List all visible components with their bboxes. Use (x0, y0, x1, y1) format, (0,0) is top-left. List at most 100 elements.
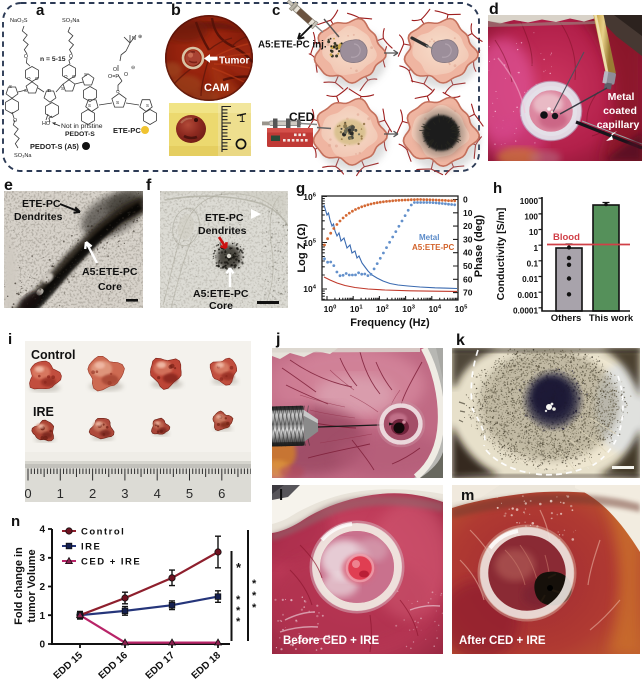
svg-text:O: O (64, 74, 68, 79)
svg-text:3: 3 (121, 486, 128, 501)
svg-text:d: d (489, 1, 499, 18)
svg-text:O: O (72, 74, 76, 79)
svg-text:O: O (35, 76, 39, 81)
svg-text:ETE-PC: ETE-PC (22, 198, 61, 210)
svg-text:S: S (47, 88, 50, 93)
svg-text:Dendrites: Dendrites (198, 225, 247, 237)
svg-text:k: k (456, 332, 465, 349)
svg-text:capillary: capillary (597, 119, 640, 131)
svg-text:A5:ETE-PC: A5:ETE-PC (412, 243, 454, 252)
svg-text:Phase (deg): Phase (deg) (473, 214, 485, 277)
svg-text:c: c (272, 2, 280, 19)
svg-text:103: 103 (402, 304, 415, 314)
svg-text:Control: Control (31, 348, 75, 362)
svg-text:O: O (113, 67, 117, 73)
svg-text:ETE-PC: ETE-PC (205, 212, 244, 224)
svg-text:0.01: 0.01 (522, 275, 538, 284)
svg-text:60: 60 (463, 274, 473, 284)
svg-text:ETE-PC: ETE-PC (113, 126, 141, 135)
svg-text:0.001: 0.001 (518, 291, 539, 300)
svg-text:SO₃Na: SO₃Na (14, 153, 32, 159)
svg-text:O: O (69, 54, 73, 60)
svg-text:0: 0 (24, 486, 31, 501)
svg-text:i: i (8, 331, 12, 348)
svg-text:Conductivity [S/m]: Conductivity [S/m] (495, 208, 507, 301)
svg-text:O: O (124, 72, 128, 78)
svg-text:PEDOT-S: PEDOT-S (65, 131, 95, 138)
svg-text:CAM: CAM (204, 82, 229, 94)
svg-text:O=P: O=P (108, 74, 119, 80)
svg-text:g: g (296, 180, 305, 197)
svg-text:PEDOT-S (A5): PEDOT-S (A5) (30, 142, 79, 151)
svg-text:coated: coated (603, 105, 637, 117)
svg-text:0.0001: 0.0001 (513, 306, 538, 315)
svg-text:j: j (275, 331, 280, 348)
svg-text:n = 5-15: n = 5-15 (40, 56, 66, 63)
svg-text:10: 10 (529, 228, 539, 237)
svg-text:f: f (146, 177, 152, 194)
svg-text:Core: Core (98, 281, 122, 293)
svg-text:105: 105 (455, 304, 468, 314)
svg-text:N: N (132, 36, 136, 42)
svg-text:100: 100 (524, 213, 538, 222)
svg-text:6: 6 (218, 486, 225, 501)
svg-text:50: 50 (463, 261, 473, 271)
svg-text:h: h (493, 180, 502, 197)
svg-text:Metal: Metal (608, 91, 635, 103)
svg-text:30: 30 (463, 234, 473, 244)
svg-text:106: 106 (303, 192, 316, 202)
svg-text:1000: 1000 (520, 197, 539, 206)
svg-text:HO: HO (42, 121, 50, 127)
svg-text:Log Z (Ω): Log Z (Ω) (296, 223, 308, 272)
svg-text:Metal: Metal (419, 233, 439, 242)
svg-text:⊖: ⊖ (131, 65, 135, 71)
svg-text:e: e (4, 177, 13, 194)
svg-text:Others: Others (551, 313, 582, 324)
svg-text:A5:ETE-PC: A5:ETE-PC (82, 266, 138, 278)
svg-text:Tumor: Tumor (219, 56, 249, 67)
svg-text:102: 102 (376, 304, 389, 314)
svg-text:1: 1 (533, 244, 538, 253)
svg-text:10: 10 (463, 208, 473, 218)
svg-text:SO₃Na: SO₃Na (62, 18, 80, 24)
svg-text:S: S (61, 86, 64, 91)
svg-text:S: S (88, 103, 91, 108)
svg-text:S: S (9, 84, 12, 89)
svg-text:O: O (13, 118, 17, 124)
svg-text:S: S (146, 103, 149, 108)
svg-text:105: 105 (303, 238, 316, 248)
svg-text:101: 101 (350, 304, 363, 314)
svg-text:O: O (24, 54, 28, 60)
svg-text:S: S (24, 88, 27, 93)
svg-text:0.1: 0.1 (527, 259, 539, 268)
svg-text:S: S (84, 72, 87, 77)
svg-text:CED: CED (289, 110, 315, 124)
svg-text:IRE: IRE (33, 405, 54, 419)
svg-text:100: 100 (324, 304, 337, 314)
svg-text:40: 40 (463, 248, 473, 258)
svg-text:b: b (171, 2, 181, 19)
svg-text:104: 104 (303, 284, 316, 294)
svg-text:1: 1 (57, 486, 64, 501)
svg-text:Before CED + IRE: Before CED + IRE (283, 635, 380, 647)
svg-text:n: n (48, 88, 51, 94)
svg-text:Dendrites: Dendrites (14, 211, 63, 223)
svg-text:Blood: Blood (553, 232, 580, 243)
svg-text:104: 104 (428, 304, 441, 314)
svg-text:O: O (27, 76, 31, 81)
svg-text:O: O (116, 89, 120, 94)
svg-text:Core: Core (209, 300, 233, 312)
svg-text:A5:ETE-PC inj.: A5:ETE-PC inj. (258, 40, 327, 51)
svg-text:l: l (279, 487, 283, 504)
svg-text:A5:ETE-PC: A5:ETE-PC (193, 288, 249, 300)
svg-text:70: 70 (463, 288, 473, 298)
svg-text:4: 4 (154, 486, 161, 501)
svg-text:⊕: ⊕ (138, 34, 142, 40)
svg-text:a: a (36, 2, 45, 19)
svg-text:5: 5 (186, 486, 193, 501)
svg-text:S: S (116, 100, 119, 106)
svg-text:20: 20 (463, 221, 473, 231)
svg-text:This work: This work (589, 313, 634, 324)
svg-text:2: 2 (89, 486, 96, 501)
svg-text:Frequency (Hz): Frequency (Hz) (350, 317, 430, 329)
